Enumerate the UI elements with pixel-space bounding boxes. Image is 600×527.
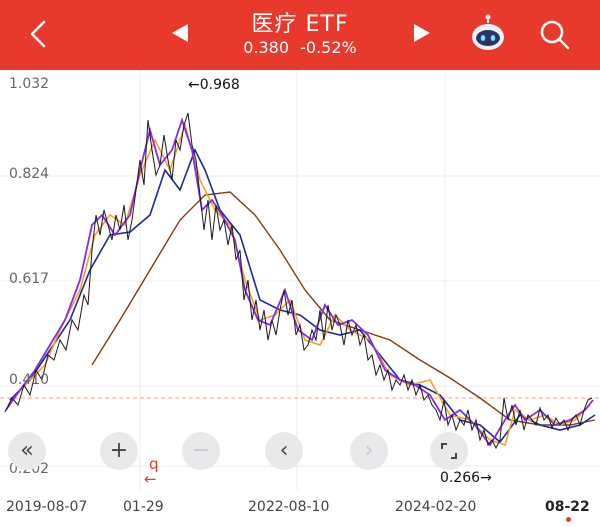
next-stock-button[interactable] — [414, 24, 430, 42]
price-line — [4, 112, 593, 450]
back-button[interactable] — [22, 16, 58, 52]
y-tick-label: 0.410 — [9, 372, 50, 388]
minus-icon: − — [191, 438, 211, 463]
prev-stock-button[interactable] — [172, 24, 188, 42]
x-tick-label: 2019-08-07 — [6, 499, 88, 515]
price-change: -0.52% — [300, 38, 357, 57]
price-chart[interactable] — [0, 70, 600, 490]
x-tick-label: 2022-08-10 — [248, 499, 330, 515]
y-tick-label: 1.032 — [9, 76, 50, 92]
q-marker-label: q — [149, 455, 159, 473]
plus-icon: + — [109, 438, 129, 463]
search-icon — [540, 20, 570, 50]
ma-mid-line — [7, 122, 591, 447]
fullscreen-button[interactable] — [430, 432, 468, 470]
robot-assistant-icon — [472, 14, 504, 50]
low-price-annotation: 0.266→ — [440, 470, 492, 486]
x-tick-label: 2024-02-20 — [395, 499, 477, 515]
pan-left-button[interactable]: ‹ — [265, 432, 303, 470]
current-price: 0.380 — [243, 38, 290, 57]
zoom-out-button[interactable]: − — [182, 432, 220, 470]
header-bar: 医疗 ETF 0.380 -0.52% — [0, 0, 600, 70]
x-tick-label: 01-29 — [123, 499, 164, 515]
chevron-left-icon — [30, 20, 46, 48]
y-tick-label: 0.824 — [9, 166, 50, 182]
double-chevron-left-icon: « — [20, 438, 34, 463]
current-date-dot — [566, 517, 571, 522]
price-summary: 0.380 -0.52% — [0, 38, 600, 57]
high-price-annotation: ←0.968 — [188, 77, 240, 93]
chevron-left-icon: ‹ — [279, 438, 289, 463]
search-button[interactable] — [537, 17, 573, 53]
ma-very-long-line — [91, 191, 596, 426]
fullscreen-icon — [441, 443, 457, 459]
chevron-right-icon: › — [364, 438, 374, 463]
q-marker-arrow: ← — [144, 470, 157, 488]
assistant-button[interactable] — [468, 14, 508, 54]
x-tick-label: 08-22 — [545, 499, 590, 515]
y-tick-label: 0.617 — [9, 271, 50, 287]
pan-right-button[interactable]: › — [350, 432, 388, 470]
collapse-chart-button[interactable]: « — [8, 432, 46, 470]
page-title: 医疗 ETF — [251, 12, 349, 37]
zoom-in-button[interactable]: + — [100, 432, 138, 470]
